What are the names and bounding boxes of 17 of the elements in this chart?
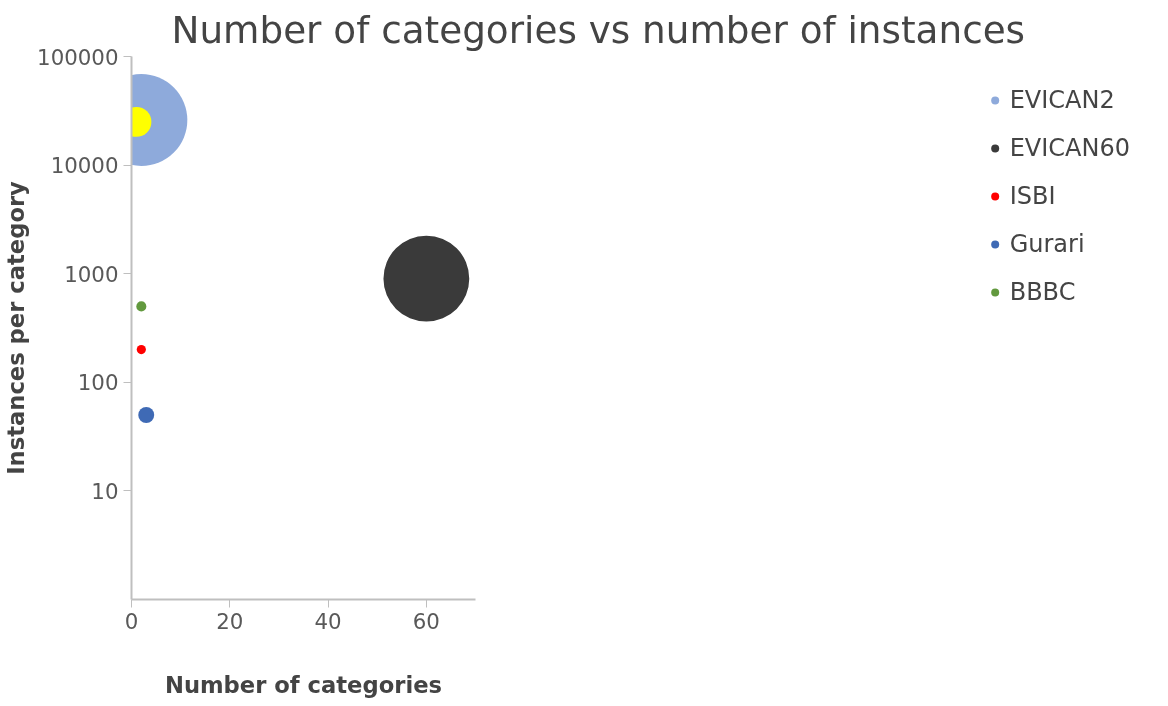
x-axis-title: Number of categories [164, 671, 443, 698]
legend-label: EVICAN2 [1009, 86, 1115, 114]
legend-label: EVICAN60 [1009, 134, 1130, 162]
x-tick-label: 60 [412, 608, 440, 634]
y-tick-label: 100000 [37, 44, 119, 70]
y-tick-label: 100 [77, 370, 119, 396]
legend-label: BBBC [1009, 278, 1076, 306]
x-tick-label: 0 [124, 608, 139, 634]
y-tick-label: 1000 [64, 261, 119, 287]
y-tick-label: 10 [91, 478, 119, 504]
y-tick-label: 10000 [50, 153, 119, 179]
x-tick-label: 20 [216, 608, 244, 634]
x-tick-label: 40 [314, 608, 342, 634]
legend-label: ISBI [1009, 182, 1056, 210]
legend-label: Gurari [1009, 230, 1085, 258]
y-axis-title: Instances per category [3, 180, 30, 475]
text: Number of categories vs number of instances [171, 7, 1026, 52]
